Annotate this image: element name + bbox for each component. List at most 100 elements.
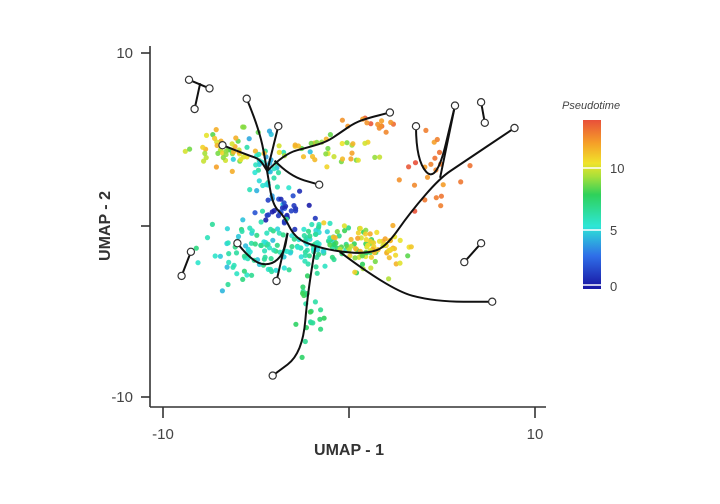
trajectory-branch: [339, 251, 493, 303]
trajectory-endpoint-node: [460, 257, 469, 267]
cell-point: [412, 160, 419, 166]
cell-point: [267, 266, 273, 272]
cell-point: [240, 217, 246, 223]
cell-point: [265, 241, 271, 247]
trajectory-branch: [273, 159, 320, 186]
cell-point: [377, 154, 383, 160]
cell-point: [243, 243, 249, 249]
cell-point: [253, 162, 259, 168]
cell-point: [187, 146, 193, 152]
cell-point: [256, 151, 262, 157]
cell-point: [320, 248, 326, 254]
trajectory-endpoint-node: [274, 121, 283, 131]
pseudotime-colorbar-legend: Pseudotime 10 5 0: [562, 100, 624, 294]
cell-point: [224, 264, 230, 270]
cell-point: [268, 226, 274, 232]
cell-point: [390, 222, 396, 229]
cell-point: [278, 196, 284, 202]
cell-point: [303, 236, 309, 242]
cell-point: [316, 224, 322, 230]
cell-point: [274, 184, 280, 190]
cell-point: [212, 135, 218, 141]
cell-point: [290, 193, 296, 199]
cell-point: [346, 246, 352, 253]
trajectory-branch: [439, 105, 456, 179]
cell-point: [231, 262, 237, 268]
cell-point: [230, 156, 236, 162]
cell-point: [213, 127, 219, 133]
cell-point: [288, 208, 294, 214]
trajectory-endpoint-node: [190, 104, 199, 114]
cell-point: [339, 140, 345, 147]
cell-point: [254, 232, 260, 238]
cell-point: [368, 254, 374, 260]
cell-point: [331, 241, 337, 248]
cell-point: [233, 135, 239, 141]
cell-point: [371, 240, 377, 246]
cell-point: [239, 228, 245, 234]
cell-point: [467, 163, 473, 169]
y-tick-bottom: -10: [111, 389, 133, 406]
cell-point: [438, 193, 444, 199]
cell-point: [325, 145, 331, 152]
cell-point: [304, 273, 311, 279]
cell-point: [396, 177, 402, 183]
cell-point: [264, 230, 270, 236]
trajectory-endpoint-node: [450, 101, 460, 110]
cell-point: [312, 215, 318, 221]
cell-point: [300, 284, 306, 290]
trajectory-branch: [245, 98, 516, 254]
cell-point: [292, 142, 298, 148]
cell-point: [273, 267, 279, 273]
trajectory-branch: [275, 232, 289, 282]
cell-point: [314, 270, 320, 276]
cell-point: [260, 182, 266, 189]
cell-point: [275, 170, 282, 176]
cell-point: [323, 151, 329, 157]
cell-point: [362, 231, 369, 237]
cell-point: [327, 220, 333, 226]
cell-point: [240, 276, 246, 282]
cell-point: [355, 235, 361, 241]
cell-point: [329, 254, 335, 260]
trajectory-branch: [193, 82, 202, 110]
trajectory-branch: [266, 125, 280, 172]
cell-point: [406, 164, 412, 170]
cell-point: [291, 236, 297, 242]
cell-point: [355, 230, 361, 236]
cell-point: [256, 178, 262, 184]
trajectory-branch: [415, 105, 456, 176]
cell-point: [348, 156, 354, 162]
cell-point: [440, 182, 446, 188]
cell-point: [374, 229, 380, 235]
cell-point: [274, 242, 280, 248]
cell-point: [252, 148, 258, 154]
cell-point: [386, 276, 392, 282]
cell-point: [269, 209, 275, 215]
trajectory-endpoint-node: [218, 140, 227, 150]
cell-point: [244, 272, 250, 278]
cell-point: [324, 229, 330, 235]
cell-point: [372, 258, 378, 265]
x-axis-title: UMAP - 1: [314, 442, 384, 459]
cell-point: [286, 185, 292, 191]
cell-point: [423, 127, 429, 133]
cell-point: [229, 141, 235, 147]
cell-point: [336, 233, 342, 239]
cell-point: [393, 252, 399, 258]
cell-point: [432, 155, 438, 161]
cell-point: [347, 253, 353, 259]
cell-point: [225, 240, 231, 246]
cell-point: [229, 168, 235, 174]
cell-point: [299, 354, 305, 360]
cell-point: [364, 120, 370, 126]
cell-point: [241, 253, 247, 259]
cell-point: [312, 157, 318, 163]
cell-point: [266, 128, 273, 134]
trajectory-endpoint-node: [186, 247, 196, 256]
cell-point: [383, 129, 389, 135]
trajectory-endpoint-node: [476, 238, 486, 248]
cell-point: [353, 246, 359, 252]
cell-point: [204, 235, 211, 241]
